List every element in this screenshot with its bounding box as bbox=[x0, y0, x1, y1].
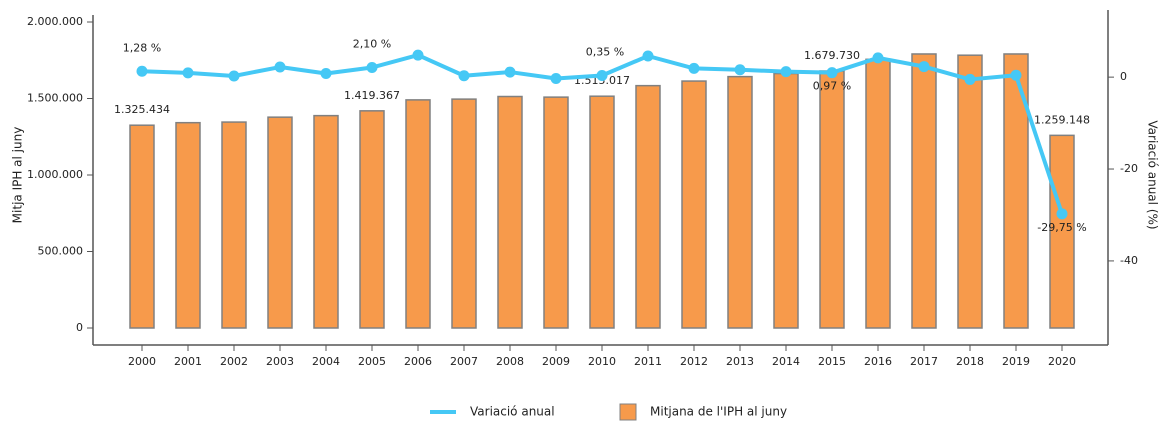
bar-label: 1.419.367 bbox=[344, 89, 400, 102]
line-marker bbox=[228, 70, 240, 82]
line-marker bbox=[458, 70, 470, 82]
x-tick-label: 2001 bbox=[174, 355, 202, 368]
line-marker bbox=[274, 61, 286, 73]
line-label: 0,35 % bbox=[586, 46, 624, 59]
y-tick-label: 0 bbox=[76, 321, 83, 334]
line-marker bbox=[826, 67, 838, 79]
line-marker bbox=[366, 61, 378, 73]
bar bbox=[405, 99, 431, 329]
line-label: -29,75 % bbox=[1037, 221, 1086, 234]
line-marker bbox=[320, 67, 332, 79]
bar bbox=[635, 84, 661, 329]
x-tick-label: 2016 bbox=[864, 355, 892, 368]
line-marker bbox=[550, 73, 562, 85]
bar bbox=[313, 114, 339, 329]
bar bbox=[497, 95, 523, 329]
line-marker bbox=[504, 66, 516, 78]
line-marker bbox=[1010, 69, 1022, 81]
bar bbox=[911, 53, 937, 329]
bar bbox=[681, 80, 707, 329]
x-tick-label: 2000 bbox=[128, 355, 156, 368]
x-tick-label: 2014 bbox=[772, 355, 800, 368]
x-tick-label: 2020 bbox=[1048, 355, 1076, 368]
x-tick-label: 2013 bbox=[726, 355, 754, 368]
bar bbox=[727, 75, 753, 329]
line-marker bbox=[136, 65, 148, 77]
x-tick-label: 2009 bbox=[542, 355, 570, 368]
x-tick-label: 2018 bbox=[956, 355, 984, 368]
line-marker bbox=[412, 49, 424, 61]
bar bbox=[957, 54, 983, 329]
x-tick-label: 2017 bbox=[910, 355, 938, 368]
line-label: 0,97 % bbox=[813, 80, 851, 93]
line-marker bbox=[872, 52, 884, 64]
bar bbox=[819, 70, 845, 329]
x-tick-label: 2006 bbox=[404, 355, 432, 368]
bar bbox=[1049, 134, 1075, 329]
bar bbox=[865, 58, 891, 329]
x-tick-label: 2005 bbox=[358, 355, 386, 368]
line-marker bbox=[734, 64, 746, 76]
x-tick-label: 2010 bbox=[588, 355, 616, 368]
line-marker bbox=[596, 70, 608, 82]
x-tick-label: 2019 bbox=[1002, 355, 1030, 368]
x-tick-label: 2011 bbox=[634, 355, 662, 368]
legend-label: Mitjana de l'IPH al juny bbox=[650, 405, 787, 419]
bar bbox=[451, 98, 477, 329]
x-tick-label: 2012 bbox=[680, 355, 708, 368]
bar-label: 1.325.434 bbox=[114, 103, 170, 116]
y-tick-label: 1.500.000 bbox=[27, 92, 83, 105]
bar bbox=[175, 121, 201, 329]
x-tick-label: 2007 bbox=[450, 355, 478, 368]
line-marker bbox=[1056, 208, 1068, 220]
x-tick-label: 2004 bbox=[312, 355, 340, 368]
y-tick-label: 2.000.000 bbox=[27, 15, 83, 28]
legend-label: Variació anual bbox=[470, 405, 555, 419]
line-marker bbox=[918, 61, 930, 73]
bar bbox=[543, 96, 569, 329]
line-marker bbox=[182, 67, 194, 79]
y2-tick-label: 0 bbox=[1120, 70, 1127, 83]
bar bbox=[359, 110, 385, 329]
bar-label: 1.259.148 bbox=[1034, 113, 1090, 126]
y2-tick-label: -20 bbox=[1120, 162, 1138, 175]
y2-tick-label: -40 bbox=[1120, 254, 1138, 267]
bar bbox=[129, 124, 155, 329]
line-marker bbox=[688, 62, 700, 74]
y-axis-label: Mitja IPH al juny bbox=[11, 127, 25, 224]
bar bbox=[589, 95, 615, 329]
x-tick-label: 2003 bbox=[266, 355, 294, 368]
y2-axis-label: Variació anual (%) bbox=[1146, 120, 1160, 229]
line-marker bbox=[642, 50, 654, 62]
y-tick-label: 1.000.000 bbox=[27, 168, 83, 181]
bar bbox=[221, 121, 247, 329]
bar bbox=[773, 72, 799, 329]
x-tick-label: 2008 bbox=[496, 355, 524, 368]
y-tick-label: 500.000 bbox=[38, 245, 84, 258]
line-label: 1,28 % bbox=[123, 41, 161, 54]
legend-swatch bbox=[619, 403, 637, 421]
line-marker bbox=[780, 66, 792, 78]
line-marker bbox=[964, 73, 976, 85]
bar-label: 1.679.730 bbox=[804, 49, 860, 62]
x-tick-label: 2015 bbox=[818, 355, 846, 368]
x-tick-label: 2002 bbox=[220, 355, 248, 368]
bar bbox=[267, 116, 293, 329]
line-label: 2,10 % bbox=[353, 37, 391, 50]
